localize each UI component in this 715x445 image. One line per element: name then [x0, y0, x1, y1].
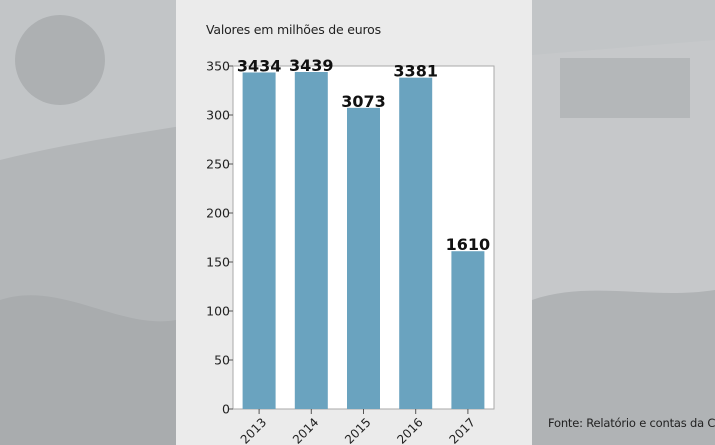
source-note: Fonte: Relatório e contas da Ci: [548, 416, 715, 430]
y-tick-label: 150: [206, 255, 230, 270]
data-label-2017: 1610: [446, 235, 491, 254]
y-tick-label: 200: [206, 206, 230, 221]
y-tick-label: 250: [206, 157, 230, 172]
bar-2013: [242, 72, 276, 409]
bar-2014: [294, 71, 328, 409]
x-axis: 2013 2014 2015 2016 2017: [238, 409, 478, 445]
y-axis: 0 50 100 150 200 250 300 350: [206, 59, 233, 417]
y-tick-label: 50: [214, 353, 230, 368]
x-tick-label-2015: 2015: [342, 415, 373, 445]
bar-2016: [399, 77, 433, 410]
data-labels: 3434 3439 3073 3381 1610: [237, 56, 490, 254]
chart-title: Valores em milhões de euros: [206, 22, 381, 37]
bar-2017: [451, 251, 485, 409]
y-tick-label: 0: [222, 402, 230, 417]
x-tick-label-2017: 2017: [447, 415, 478, 445]
data-label-2014: 3439: [289, 56, 334, 75]
x-tick-label-2014: 2014: [290, 415, 321, 445]
x-tick-label-2013: 2013: [238, 415, 269, 445]
bar-2015: [347, 107, 380, 409]
bars: [242, 71, 485, 410]
data-label-2016: 3381: [393, 62, 438, 81]
y-tick-label: 300: [206, 108, 230, 123]
data-label-2015: 3073: [341, 92, 386, 111]
data-label-2013: 3434: [237, 56, 282, 75]
y-tick-label: 350: [206, 59, 230, 74]
x-tick-label-2016: 2016: [394, 415, 425, 445]
y-tick-label: 100: [206, 304, 230, 319]
